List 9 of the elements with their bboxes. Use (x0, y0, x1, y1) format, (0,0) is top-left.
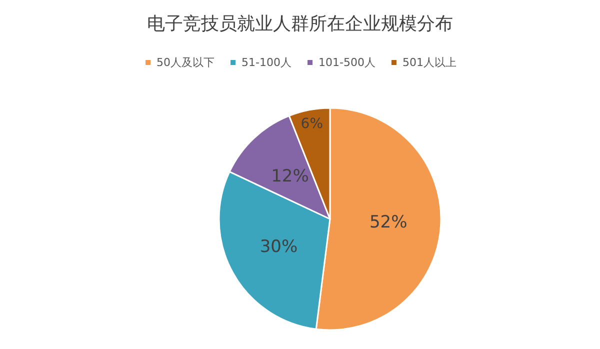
legend-label: 50人及以下 (156, 56, 215, 69)
data-label: 6% (300, 116, 324, 132)
legend-label: 51-100人 (242, 56, 292, 69)
data-label: 52% (369, 212, 408, 233)
data-label: 12% (271, 166, 309, 186)
legend-label: 501人以上 (402, 56, 456, 69)
data-label: 30% (260, 237, 298, 258)
legend-label: 101-500人 (318, 56, 376, 69)
chart-title: 电子竞技员就业人群所在企业规模分布 (147, 14, 453, 34)
